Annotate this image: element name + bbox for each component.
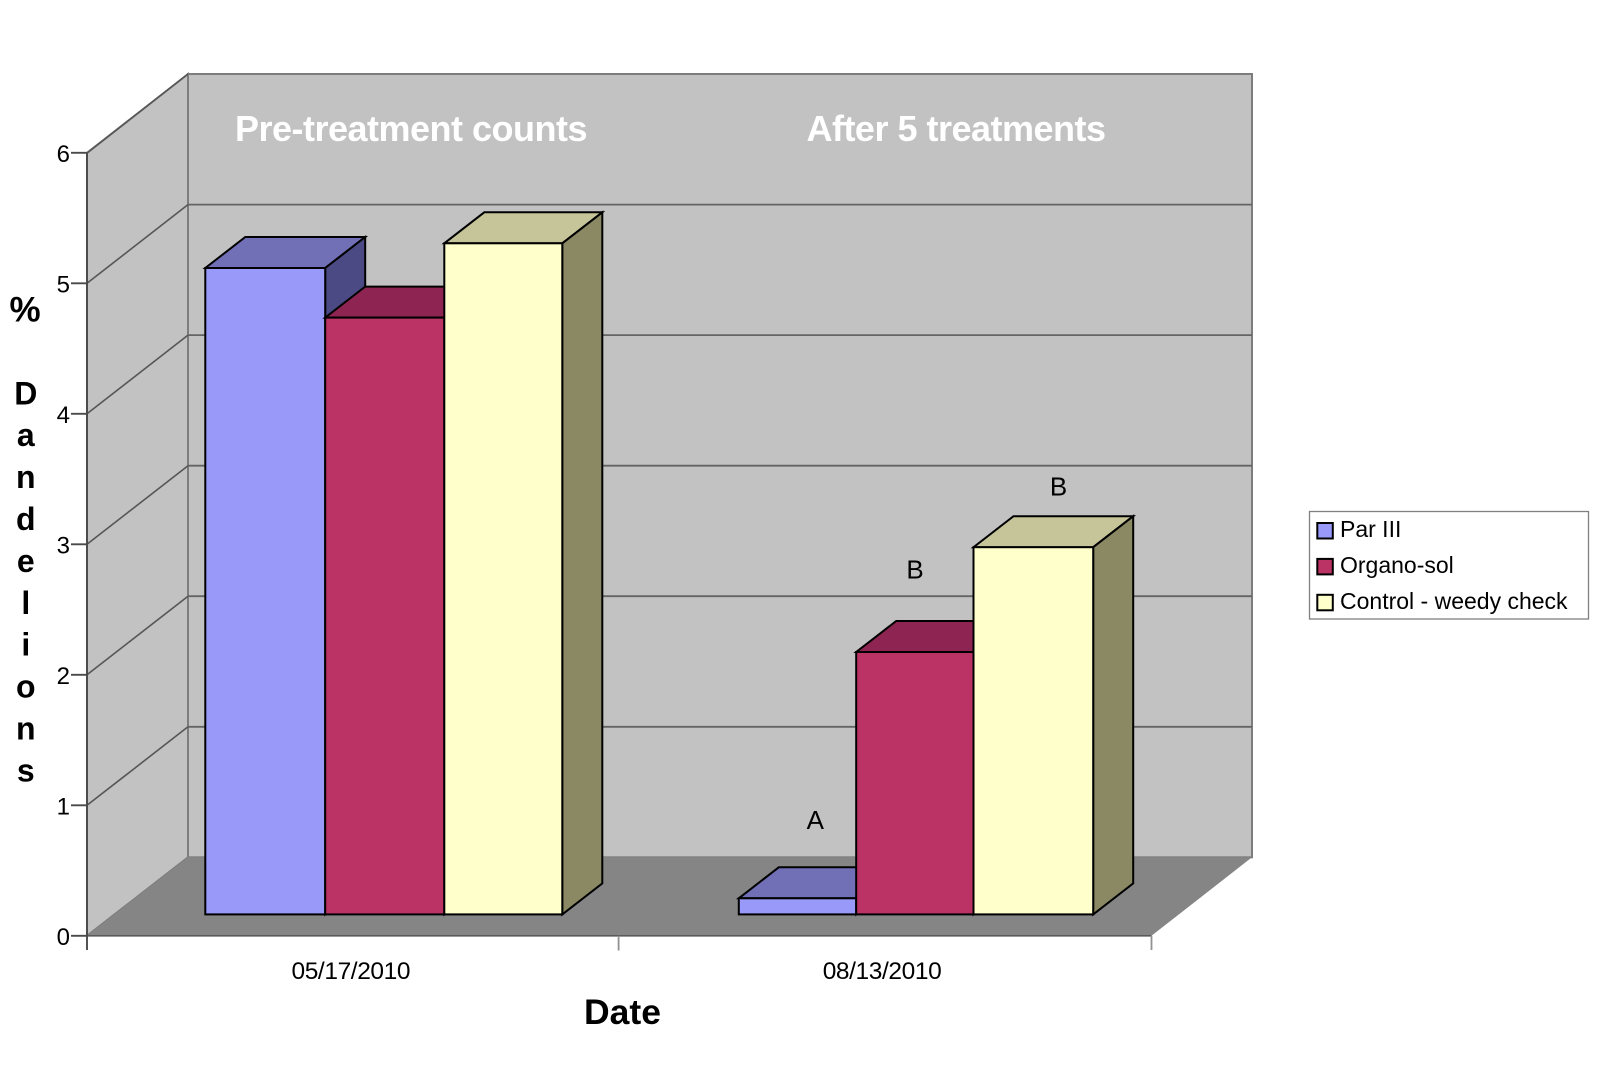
svg-text:05/17/2010: 05/17/2010 bbox=[291, 958, 410, 985]
svg-text:B: B bbox=[1050, 472, 1067, 502]
svg-text:0: 0 bbox=[57, 924, 70, 951]
svg-text:1: 1 bbox=[57, 793, 70, 820]
svg-text:3: 3 bbox=[57, 532, 70, 559]
svg-text:%: % bbox=[9, 291, 40, 330]
svg-text:Pre-treatment counts: Pre-treatment counts bbox=[235, 108, 587, 149]
svg-text:6: 6 bbox=[57, 141, 70, 168]
svg-text:After 5 treatments: After 5 treatments bbox=[806, 108, 1105, 149]
svg-text:A: A bbox=[807, 805, 825, 835]
svg-text:08/13/2010: 08/13/2010 bbox=[823, 958, 942, 985]
svg-text:2: 2 bbox=[57, 663, 70, 690]
svg-text:4: 4 bbox=[57, 402, 70, 429]
svg-text:Date: Date bbox=[584, 992, 661, 1032]
svg-text:5: 5 bbox=[57, 271, 70, 298]
svg-text:Par III: Par III bbox=[1340, 516, 1401, 542]
svg-text:Organo-sol: Organo-sol bbox=[1340, 552, 1454, 578]
svg-text:Control - weedy check: Control - weedy check bbox=[1340, 588, 1568, 614]
svg-text:B: B bbox=[906, 555, 923, 585]
